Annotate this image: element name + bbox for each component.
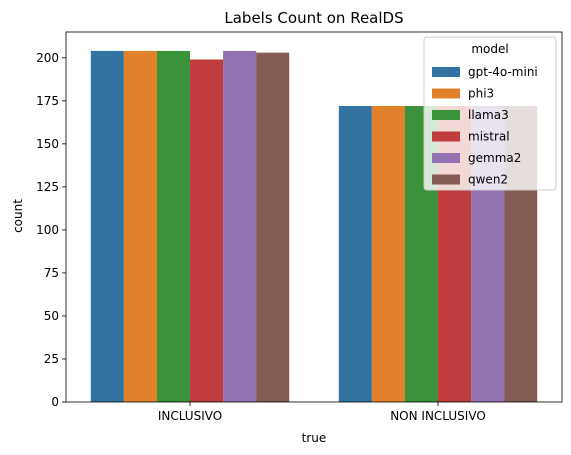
bar-phi3-non-inclusivo [371, 106, 405, 402]
x-tick-label: INCLUSIVO [158, 409, 222, 423]
legend-label-phi3: phi3 [468, 87, 494, 101]
y-axis: 0 25 50 75 100 125 150 175 200 [36, 51, 66, 409]
legend-swatch-gemma2 [432, 153, 460, 163]
x-axis: INCLUSIVO NON INCLUSIVO [158, 402, 486, 423]
bars-group [90, 50, 538, 403]
y-tick-label: 0 [51, 395, 59, 409]
legend-swatch-llama3 [432, 110, 460, 120]
x-axis-label: true [302, 431, 327, 445]
legend-label-mistral: mistral [468, 130, 510, 144]
y-tick-label: 175 [36, 94, 59, 108]
plot-frame [65, 31, 563, 403]
legend-label-qwen2: qwen2 [468, 173, 508, 187]
bar-gpt-4o-mini-non-inclusivo [338, 106, 372, 402]
y-tick-label: 100 [36, 223, 59, 237]
legend: model gpt-4o-mini phi3 llama3 mistral gemma2 q… [423, 36, 557, 191]
legend-title: model [471, 42, 508, 56]
legend-label-llama3: llama3 [468, 108, 509, 122]
bar-qwen2-inclusivo [256, 52, 290, 403]
legend-label-gemma2: gemma2 [468, 151, 521, 165]
bar-mistral-inclusivo [190, 59, 224, 403]
bar-llama3-inclusivo [156, 50, 190, 402]
legend-label-gpt-4o-mini: gpt-4o-mini [468, 65, 538, 79]
x-tick-label: NON INCLUSIVO [390, 409, 486, 423]
y-tick-label: 50 [44, 309, 59, 323]
y-tick-label: 75 [44, 266, 59, 280]
bar-gemma2-inclusivo [223, 50, 257, 402]
legend-swatch-gpt-4o-mini [432, 67, 460, 77]
y-tick-label: 25 [44, 352, 59, 366]
y-tick-label: 150 [36, 137, 59, 151]
y-tick-label: 200 [36, 51, 59, 65]
legend-swatch-mistral [432, 131, 460, 142]
y-tick-label: 125 [36, 180, 59, 194]
legend-swatch-qwen2 [432, 174, 460, 185]
y-axis-label: count [11, 199, 25, 233]
bar-gpt-4o-mini-inclusivo [90, 50, 124, 402]
chart-title: Labels Count on RealDS [224, 9, 403, 27]
legend-swatch-phi3 [432, 88, 460, 99]
bar-phi3-inclusivo [123, 50, 157, 402]
